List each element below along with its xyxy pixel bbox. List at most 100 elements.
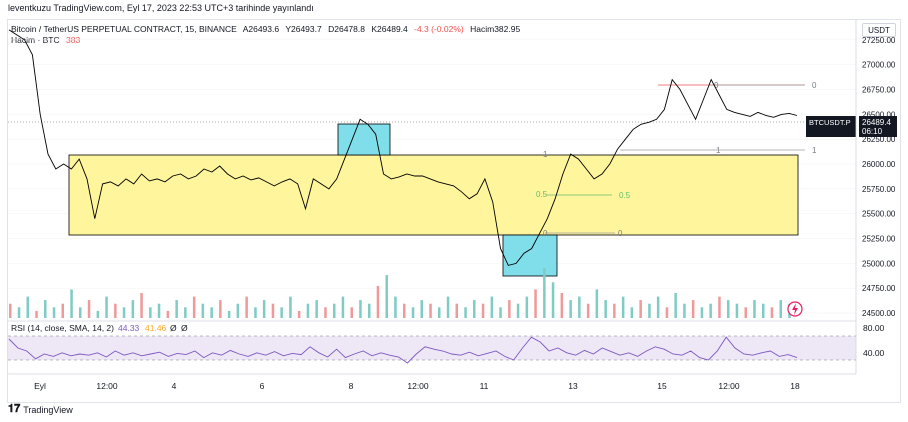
volume-bar [674,293,677,318]
fib-label-low-0: 0 [543,229,548,238]
volume-bar [306,303,310,318]
tv-logo-icon: 𝟏𝟕 [8,403,21,415]
high-box[interactable] [337,123,391,156]
volume-bar [411,307,415,318]
y-tick-label: 25000.00 [862,259,896,268]
volume-bar [271,303,275,318]
alert-icon[interactable] [787,301,803,317]
volume-bar [131,300,135,318]
volume-bar [70,289,73,318]
volume-bar [744,307,747,318]
volume-bar [26,296,29,318]
volume-bar [455,303,458,318]
volume-bar [578,296,581,318]
y-tick-label: 26750.00 [862,86,896,95]
volume-bar [727,300,730,318]
y-tick-label: 24750.00 [862,284,896,293]
volume-bar [245,296,248,318]
rsi-series [8,336,798,364]
volume-bar [490,296,494,318]
fib-label-low-0b: 0 [618,229,623,238]
ohlc-close: K26489.4 [371,24,408,34]
volume-bar [595,289,599,318]
volume-bar [184,307,187,318]
volume-bar [429,303,432,318]
x-tick-label: 4 [172,381,177,391]
x-tick-label: 8 [349,381,354,391]
volume-bar [735,303,739,318]
rsi-axis-40: 40.00 [863,348,885,358]
fib-label-low-1: 1 [543,150,548,159]
volume-bar [44,300,47,318]
publish-caption: leventkuzu TradingView.com, Eyl 17, 2023… [8,3,314,13]
ohlc-low: D26478.8 [328,24,365,34]
volume-bar [403,303,406,318]
volume-bar [543,268,546,318]
volume-bar [157,303,161,318]
volume-bar [446,296,450,318]
rsi-extra2: Ø [181,323,188,333]
volume-bar [385,275,388,318]
volume-bar [122,307,126,318]
volume-bar [534,289,537,318]
volume-bar [586,303,590,318]
rsi-sma-value: 41.46 [145,323,167,333]
volume-bar [297,310,301,318]
volume-bar [691,300,695,318]
y-tick-label: 26250.00 [862,135,896,144]
x-tick-label: 12:00 [407,381,429,391]
volume-bar [350,307,353,318]
volume-bar [508,300,511,318]
rsi-extra1: Ø [170,323,177,333]
y-tick-label: 24500.00 [862,309,896,318]
x-tick-label: 15 [657,381,667,391]
volume-bar [551,282,555,318]
volume-bar [9,303,12,318]
volume-bar [656,296,660,318]
volume-bar [149,307,152,318]
volume-bar [324,307,327,318]
symbol-legend: Bitcoin / TetherUS PERPETUAL CONTRACT, 1… [11,24,524,34]
fib-label-low-05: 0.5 [536,190,548,199]
price-change: -4.3 (-0.02%) [414,24,464,34]
x-tick-label: 18 [790,381,800,391]
volume-bar [639,300,642,318]
volume-bar [359,300,362,318]
volume-bar [192,296,196,318]
volume-bar [140,293,143,318]
x-tick-label: 6 [260,381,265,391]
volume-legend: Hacim382.95 [470,24,521,34]
volume-bar [280,307,283,318]
volume-bar [779,300,782,318]
volume-bar [315,300,318,318]
low-box[interactable] [502,234,558,277]
volume-bar [79,307,82,318]
ohlc-high: Y26493.7 [285,24,322,34]
y-tick-label: 26000.00 [862,160,896,169]
price-series [8,29,798,266]
currency-button[interactable]: USDT [862,23,896,37]
x-tick-label: 12:00 [96,381,118,391]
rsi-label[interactable]: RSI (14, close, SMA, 14, 2) [11,323,114,333]
rsi-axis-80: 80.00 [863,323,885,333]
volume-bar [604,300,607,318]
symbol-name[interactable]: Bitcoin / TetherUS PERPETUAL CONTRACT, 1… [11,24,237,34]
volume-bar [438,307,441,318]
volume-bar [665,307,669,318]
tradingview-logo[interactable]: 𝟏𝟕 TradingView [8,403,73,416]
y-tick-label: 27000.00 [862,61,896,70]
volume-bar [621,296,625,318]
x-tick-label: Eyl [34,381,46,391]
range-box[interactable] [68,154,799,236]
volume-bar [219,300,222,318]
fib-label-mid-right: 0.5 [619,191,631,200]
volume-bar [718,296,721,318]
volume-bar [210,307,213,318]
volume-bar [61,303,64,318]
y-tick-label: 26500.00 [862,110,896,119]
volume-bar [52,307,56,318]
volume-bar [166,310,170,318]
volume-bar [376,285,380,318]
x-tick-label: 13 [568,381,578,391]
